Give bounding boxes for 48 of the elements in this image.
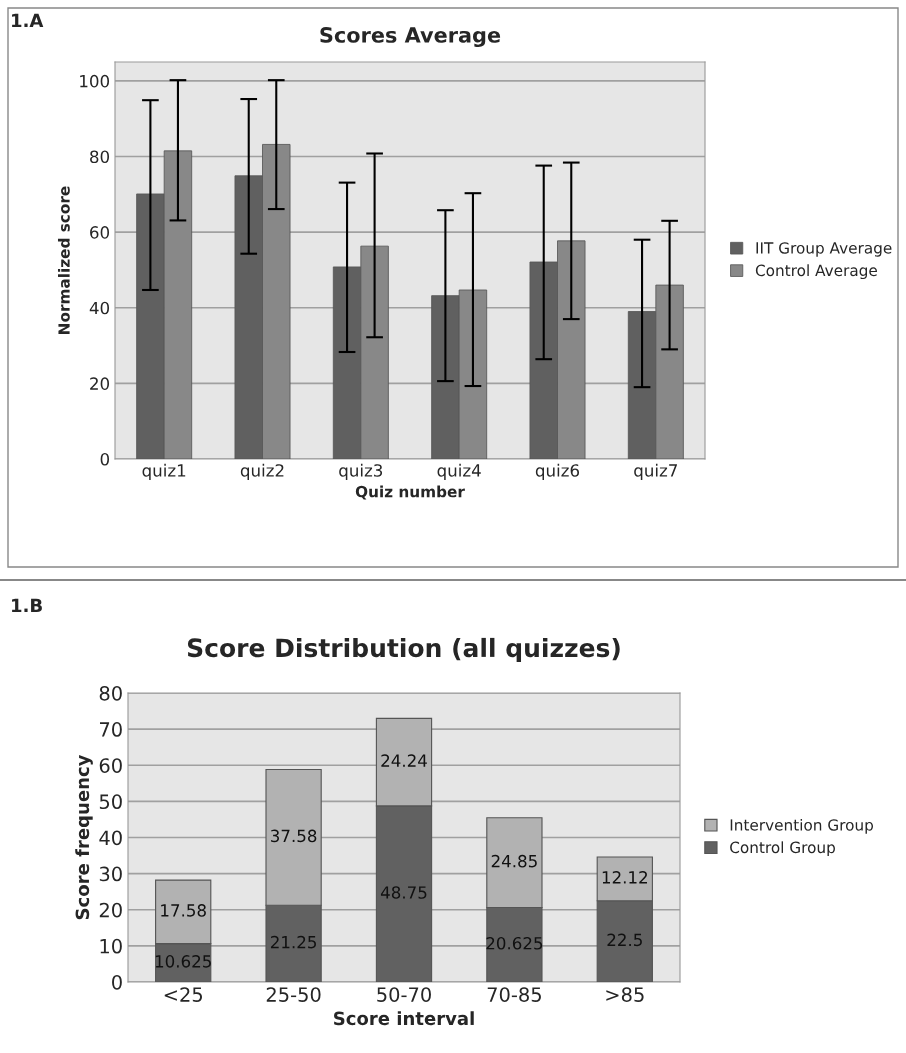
y-tick-label: 100 (80, 74, 110, 88)
x-tick-label: quiz7 (634, 463, 677, 480)
y-tick-label: 60 (90, 226, 110, 239)
y-tick-label: 40 (99, 830, 122, 846)
y-tick-label: 20 (90, 377, 110, 390)
data-label: 21.25 (270, 935, 316, 949)
data-label: 24.85 (491, 854, 537, 868)
x-tick-label: 25-50 (266, 987, 321, 1002)
y-tick-label: 10 (100, 938, 122, 954)
y-axis-title: Normalized score (57, 186, 70, 334)
data-label: 20.625 (486, 936, 543, 950)
data-label: 48.75 (380, 886, 427, 899)
y-tick-label: 80 (99, 685, 122, 701)
x-tick-label: 70-85 (487, 987, 541, 1002)
x-tick-label: 50-70 (377, 987, 431, 1002)
legend-label: Intervention Group (730, 818, 874, 834)
x-tick-label: quiz3 (339, 463, 383, 480)
text: 1.A (12, 13, 44, 27)
data-label: 37.58 (271, 829, 317, 843)
y-tick-label: 0 (100, 452, 110, 466)
text: 1.B (12, 598, 42, 612)
y-tick-label: 40 (89, 301, 110, 315)
chart-title: Score Distribution (all quizzes) (187, 637, 620, 663)
x-tick-label: <25 (164, 987, 203, 1002)
y-tick-label: 70 (99, 722, 122, 737)
x-tick-label: quiz2 (240, 463, 284, 480)
data-label: 24.24 (381, 754, 427, 767)
y-axis-title: Score frequency (75, 754, 93, 920)
y-tick-label: 60 (99, 758, 122, 773)
data-label: 12.12 (602, 871, 647, 884)
y-tick-label: 50 (99, 794, 122, 810)
y-tick-label: 20 (99, 902, 122, 918)
x-tick-label: >85 (606, 987, 644, 1002)
legend-label: Control Group (730, 841, 835, 857)
x-tick-label: quiz6 (535, 463, 580, 480)
y-tick-label: 80 (90, 150, 110, 164)
x-axis-title: Quiz number (355, 485, 465, 500)
y-tick-label: 0 (112, 974, 122, 990)
x-tick-label: quiz1 (142, 463, 186, 480)
legend-label: IIT Group Average (756, 242, 892, 257)
legend-label: Control Average (755, 264, 877, 280)
data-label: 22.5 (607, 933, 642, 947)
chart-title: Scores Average (320, 27, 501, 48)
x-tick-label: quiz4 (437, 463, 481, 480)
data-label: 10.625 (155, 955, 211, 968)
data-label: 17.58 (161, 904, 206, 917)
y-tick-label: 30 (99, 866, 122, 882)
x-axis-title: Score interval (334, 1011, 474, 1026)
